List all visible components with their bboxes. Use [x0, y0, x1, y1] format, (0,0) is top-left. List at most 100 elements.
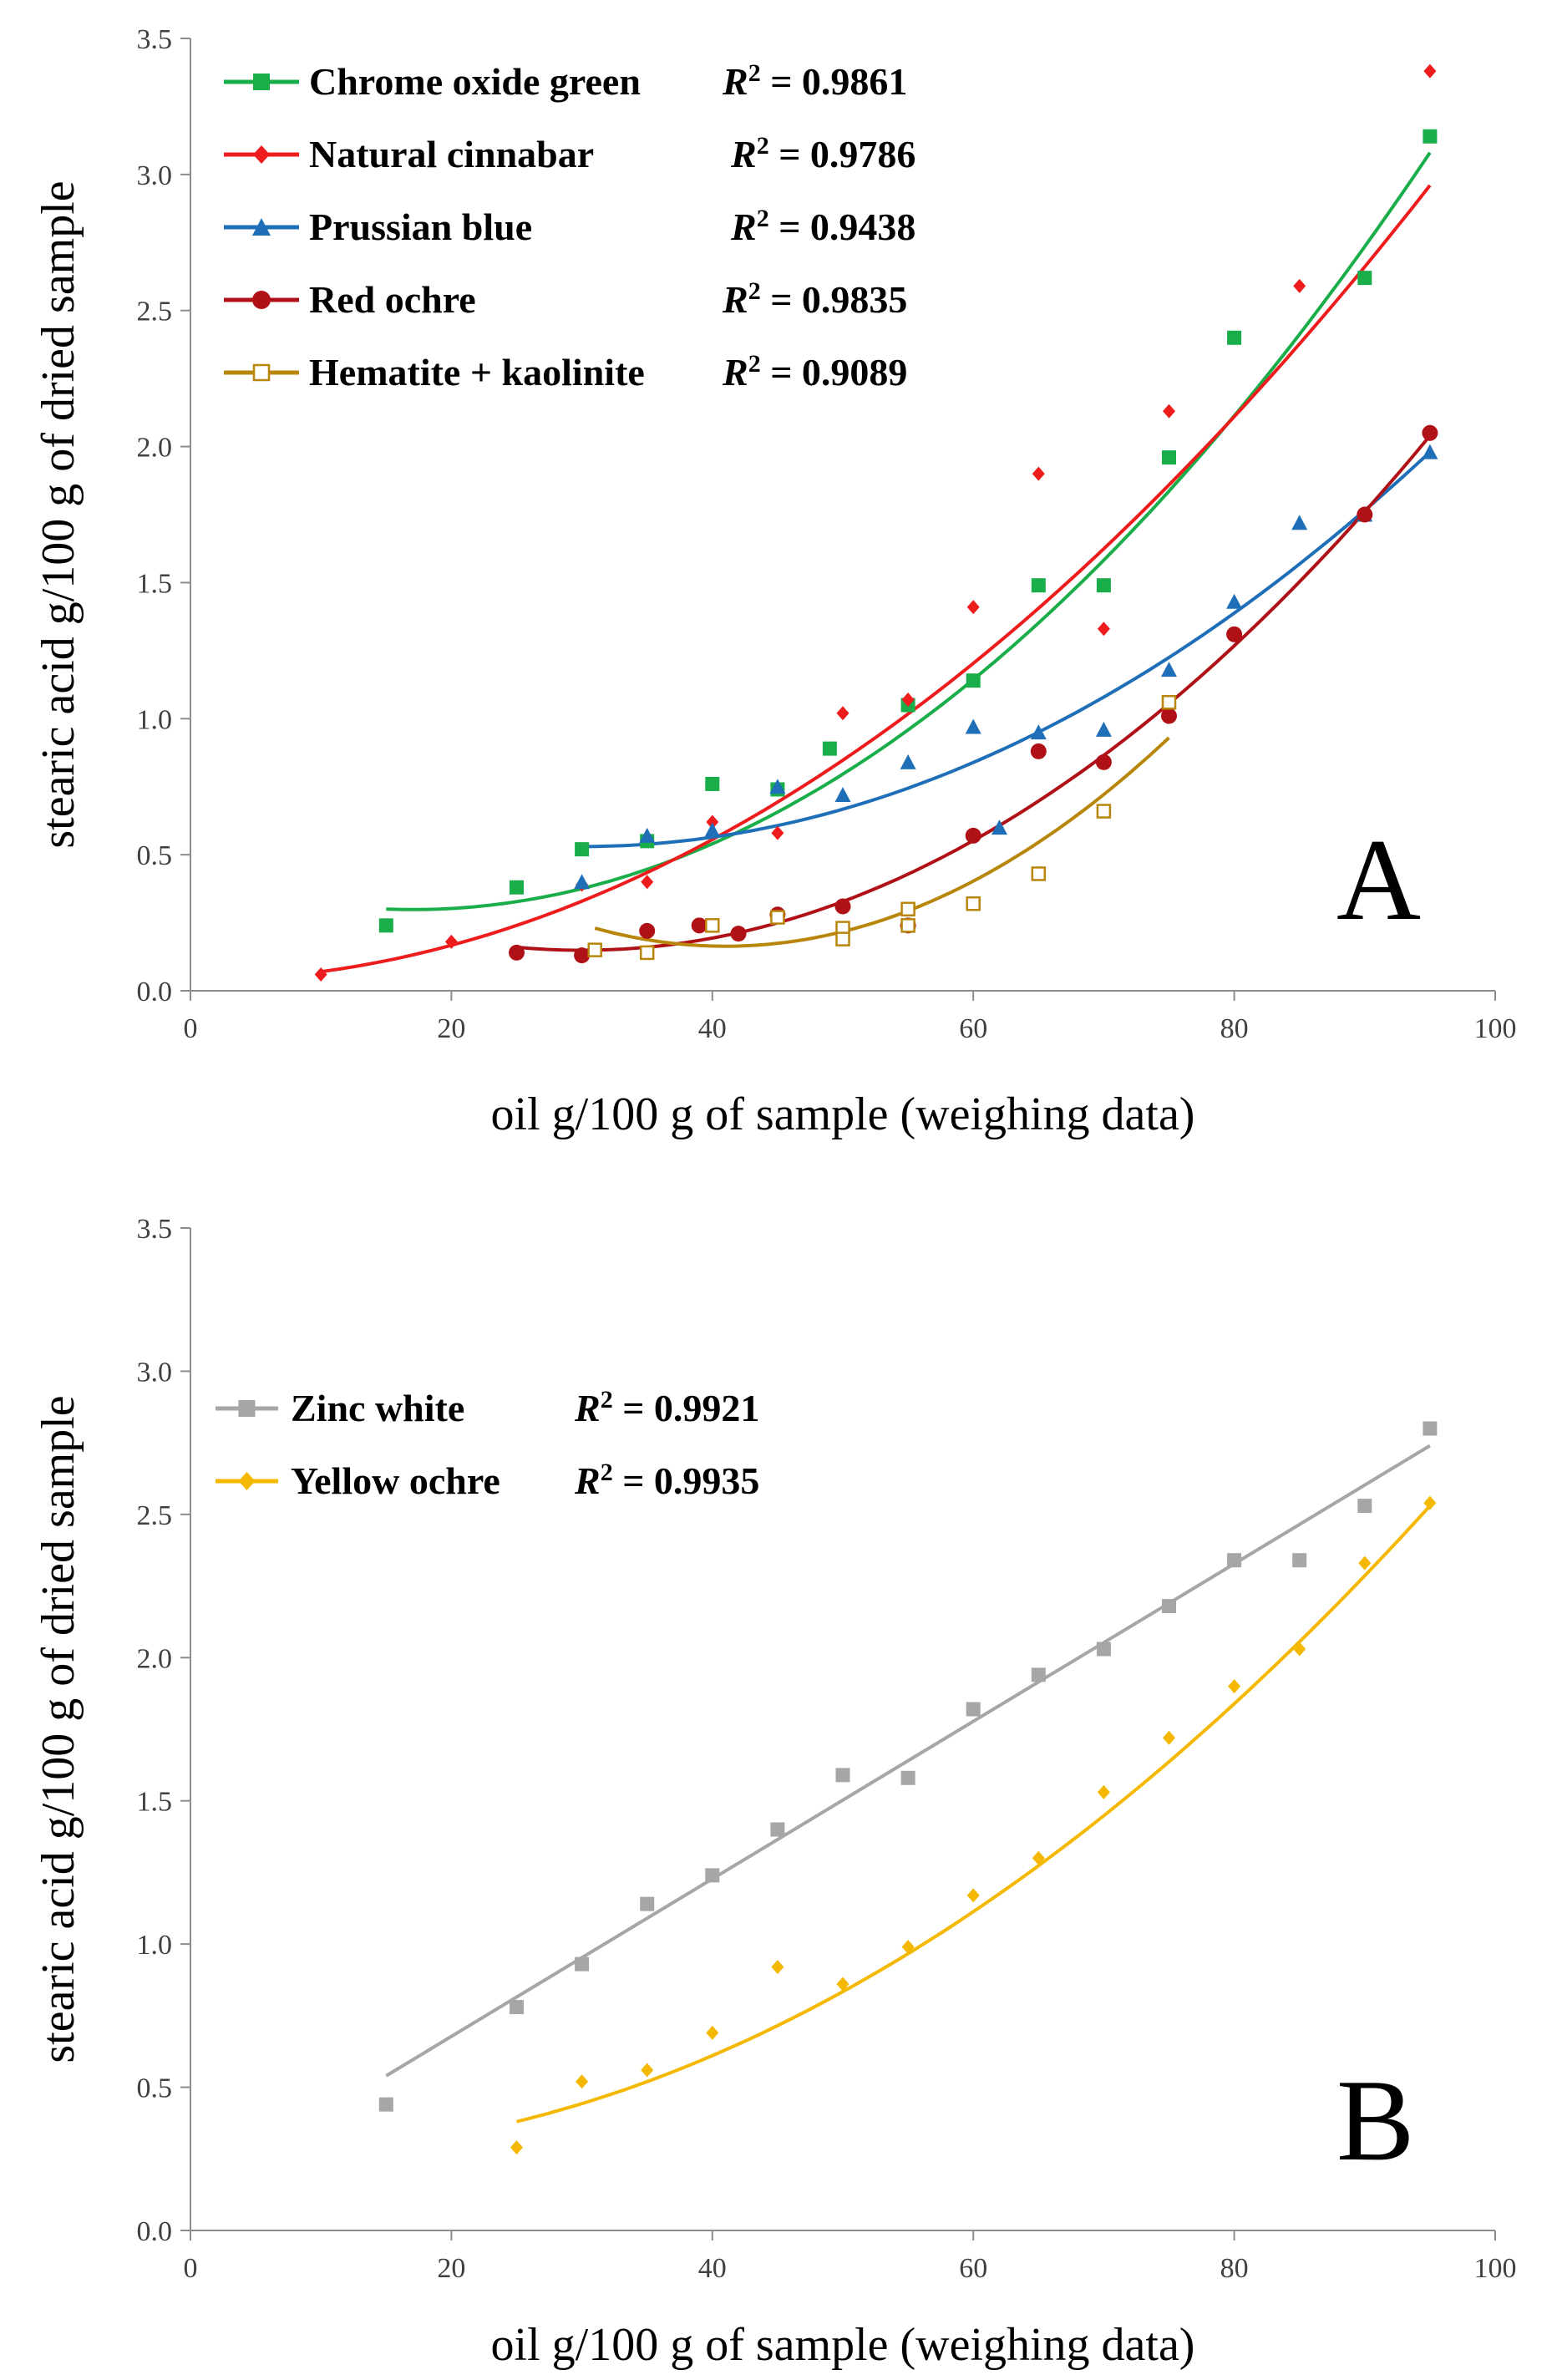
panel-a-y-tick-label: 3.0: [137, 160, 173, 191]
panel-b-y-tick-label: 3.5: [137, 1214, 173, 1245]
panel-a-point-hematite-kaolinite: [1031, 866, 1047, 881]
panel-b-point-zinc-white: [1162, 1599, 1176, 1614]
panel-a-point-hematite-kaolinite: [966, 896, 981, 911]
panel-a-point-prussian-blue: [900, 754, 916, 769]
panel-b-point-zinc-white: [770, 1822, 785, 1837]
panel-a-point-natural-cinnabar: [771, 825, 784, 840]
panel-a-point-prussian-blue: [639, 827, 656, 843]
panel-b-point-zinc-white: [966, 1702, 981, 1717]
panel-a-point-red-ochre: [1357, 506, 1373, 523]
panel-b-y-tick-label: 0.0: [137, 2216, 173, 2247]
panel-a-x-tick-label: 100: [1474, 1013, 1517, 1044]
panel-a-point-hematite-kaolinite: [639, 945, 655, 961]
panel-a-trendline-red-ochre: [516, 434, 1432, 952]
panel-b-y-axis-title: stearic acid g/100 g of dried sample: [33, 1395, 84, 2063]
panel-b-point-zinc-white: [835, 1768, 850, 1783]
panel-b-point-yellow-ochre: [641, 2063, 654, 2078]
panel-a-point-prussian-blue: [991, 820, 1007, 835]
panel-b-legend-label-yellow-ochre: Yellow ochre: [291, 1459, 500, 1502]
panel-b-point-zinc-white: [1096, 1642, 1111, 1657]
panel-b-legend-marker-zinc-white: [238, 1400, 256, 1417]
panel-a-point-prussian-blue: [1291, 515, 1308, 530]
panel-b-point-yellow-ochre: [771, 1960, 784, 1975]
panel-b-x-tick-label: 80: [1220, 2253, 1249, 2284]
panel-b-legend-marker-yellow-ochre: [238, 1472, 256, 1490]
panel-b-point-yellow-ochre: [1228, 1679, 1241, 1694]
panel-a-legend-marker-hematite-kaolinite: [252, 363, 271, 382]
panel-a-x-tick-label: 20: [437, 1013, 465, 1044]
panel-a-point-chrome-oxide-green: [378, 918, 393, 933]
panel-a-y-tick-label: 2.5: [137, 297, 173, 327]
panel-a-x-tick-label: 40: [698, 1013, 727, 1044]
panel-b-trendline-yellow-ochre: [516, 1505, 1432, 2124]
panel-a-point-natural-cinnabar: [901, 692, 915, 707]
panel-b-legend: Zinc white R2 = 0.9921 Yellow ochre R2 = 0.…: [216, 1386, 759, 1503]
panel-b-chart: 0 20 40 60 80 100 0.0 0.5 1.0 1.5 2.0 2.5 3.0 3.5 oil…: [33, 1214, 1517, 2371]
panel-a-legend-label-hematite-kaolinite: Hematite + kaolinite: [309, 351, 645, 393]
panel-a-point-natural-cinnabar: [641, 875, 654, 890]
panel-b-point-yellow-ochre: [1097, 1784, 1110, 1799]
panel-a-point-prussian-blue: [1161, 662, 1177, 677]
panel-b-legend-label-zinc-white: Zinc white: [291, 1387, 464, 1429]
panel-a-point-red-ochre: [730, 926, 747, 942]
panel-b-x-tick-label: 60: [959, 2253, 987, 2284]
panel-b-point-yellow-ochre: [706, 2025, 719, 2040]
panel-a-x-tick-label: 0: [184, 1013, 198, 1044]
panel-b-y-tick-label: 0.5: [137, 2073, 173, 2104]
panel-a-point-hematite-kaolinite: [900, 901, 915, 917]
panel-a-point-red-ochre: [1030, 743, 1047, 759]
panel-b-y-tick-label: 2.0: [137, 1643, 173, 1674]
panel-a-point-natural-cinnabar: [444, 934, 458, 949]
panel-a-legend-label-natural-cinnabar: Natural cinnabar: [309, 133, 594, 175]
panel-b-y-tick-label: 3.0: [137, 1357, 173, 1388]
panel-a-point-prussian-blue: [1226, 593, 1243, 609]
panel-b-label: B: [1336, 2056, 1414, 2185]
panel-a-point-natural-cinnabar: [966, 600, 980, 615]
panel-b-y-tick-label: 1.0: [137, 1930, 173, 1961]
panel-a-point-chrome-oxide-green: [510, 880, 524, 895]
panel-a-legend-r2-prussian-blue: R2 = 0.9438: [730, 205, 915, 249]
panel-a-point-red-ochre: [1422, 424, 1438, 441]
panel-a-point-red-ochre: [639, 922, 656, 939]
panel-b-point-zinc-white: [900, 1770, 915, 1785]
panel-a-point-hematite-kaolinite: [1096, 804, 1112, 819]
panel-a-point-prussian-blue: [1422, 444, 1438, 459]
panel-b-point-yellow-ochre: [966, 1888, 980, 1903]
panel-b-legend-r2-yellow-ochre: R2 = 0.9935: [574, 1459, 759, 1503]
panel-a-point-red-ochre: [1095, 754, 1112, 770]
panel-a-point-red-ochre: [509, 944, 525, 961]
panel-b-x-tick-label: 20: [437, 2253, 465, 2284]
panel-b-x-tick-label: 0: [184, 2253, 198, 2284]
panel-a-y-tick-label: 3.5: [137, 24, 173, 55]
panel-a-point-red-ochre: [1226, 626, 1243, 642]
panel-b-point-zinc-white: [1031, 1667, 1046, 1682]
panel-a-y-tick-label: 1.0: [137, 704, 173, 735]
panel-a-label: A: [1336, 815, 1421, 945]
panel-a-point-chrome-oxide-green: [1357, 271, 1372, 286]
panel-a-point-hematite-kaolinite: [835, 931, 850, 946]
panel-a-point-natural-cinnabar: [836, 706, 850, 721]
panel-b-point-yellow-ochre: [1293, 1642, 1306, 1657]
panel-a-point-prussian-blue: [965, 718, 981, 734]
panel-b-point-yellow-ochre: [1032, 1850, 1045, 1865]
panel-a-point-red-ochre: [834, 898, 851, 915]
panel-a-y-tick-label: 2.0: [137, 433, 173, 464]
panel-a-point-natural-cinnabar: [1097, 622, 1110, 637]
panel-a-point-chrome-oxide-green: [575, 842, 590, 857]
panel-b-point-zinc-white: [1423, 1421, 1438, 1436]
panel-a-legend-marker-red-ochre: [252, 291, 271, 309]
panel-b-point-zinc-white: [640, 1896, 655, 1911]
panel-a-point-chrome-oxide-green: [705, 776, 720, 791]
panel-b-point-zinc-white: [705, 1868, 720, 1883]
panel-a-point-chrome-oxide-green: [1096, 578, 1111, 593]
panel-a-point-chrome-oxide-green: [966, 673, 981, 688]
panel-a-y-tick-label: 0.5: [137, 840, 173, 871]
panel-b-x-tick-label: 40: [698, 2253, 727, 2284]
panel-a-point-chrome-oxide-green: [1031, 578, 1046, 593]
panel-b-point-zinc-white: [378, 2097, 393, 2112]
panel-a-legend-label-prussian-blue: Prussian blue: [309, 206, 532, 248]
panel-a-legend-r2-hematite-kaolinite: R2 = 0.9089: [722, 350, 907, 394]
panel-a-trendline-prussian-blue: [581, 450, 1432, 849]
panel-a-point-natural-cinnabar: [1163, 403, 1175, 419]
panel-b-legend-r2-zinc-white: R2 = 0.9921: [574, 1386, 759, 1430]
